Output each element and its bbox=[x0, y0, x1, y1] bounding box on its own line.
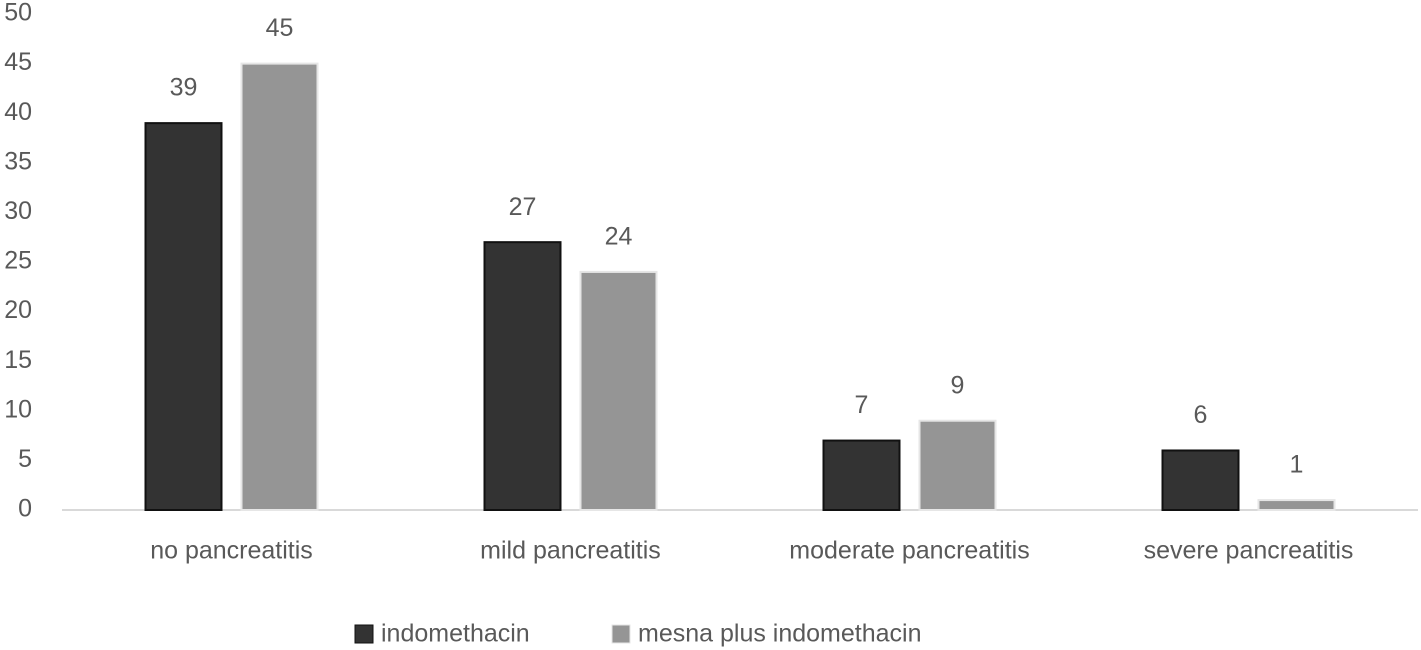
bar bbox=[240, 62, 319, 511]
data-label: 45 bbox=[266, 14, 294, 42]
legend-swatch bbox=[354, 624, 374, 644]
y-tick-label: 25 bbox=[4, 247, 32, 275]
bar bbox=[144, 122, 223, 512]
bar bbox=[483, 241, 562, 511]
x-tick-label: no pancreatitis bbox=[150, 537, 313, 565]
bar bbox=[918, 419, 997, 511]
bar bbox=[1161, 449, 1240, 512]
data-label: 24 bbox=[605, 223, 633, 251]
y-tick-label: 5 bbox=[18, 445, 32, 473]
y-tick-label: 15 bbox=[4, 346, 32, 374]
data-label: 7 bbox=[855, 391, 869, 419]
data-label: 27 bbox=[509, 193, 537, 221]
legend-label: indomethacin bbox=[381, 620, 530, 648]
y-tick-label: 20 bbox=[4, 296, 32, 324]
legend-swatch bbox=[611, 624, 631, 644]
y-tick-label: 35 bbox=[4, 147, 32, 175]
y-tick-label: 30 bbox=[4, 197, 32, 225]
x-tick-label: severe pancreatitis bbox=[1144, 537, 1354, 565]
bar bbox=[822, 439, 901, 511]
y-tick-label: 0 bbox=[18, 495, 32, 523]
data-label: 9 bbox=[951, 371, 965, 399]
x-tick-label: mild pancreatitis bbox=[480, 537, 661, 565]
x-tick-label: moderate pancreatitis bbox=[789, 537, 1029, 565]
bar bbox=[1257, 499, 1336, 511]
data-label: 1 bbox=[1290, 451, 1304, 479]
data-label: 39 bbox=[170, 74, 198, 102]
y-tick-label: 45 bbox=[4, 48, 32, 76]
legend-label: mesna plus indomethacin bbox=[638, 620, 922, 648]
y-tick-label: 50 bbox=[4, 0, 32, 27]
y-tick-label: 40 bbox=[4, 98, 32, 126]
bar bbox=[579, 270, 658, 512]
data-label: 6 bbox=[1194, 401, 1208, 429]
y-tick-label: 10 bbox=[4, 395, 32, 423]
